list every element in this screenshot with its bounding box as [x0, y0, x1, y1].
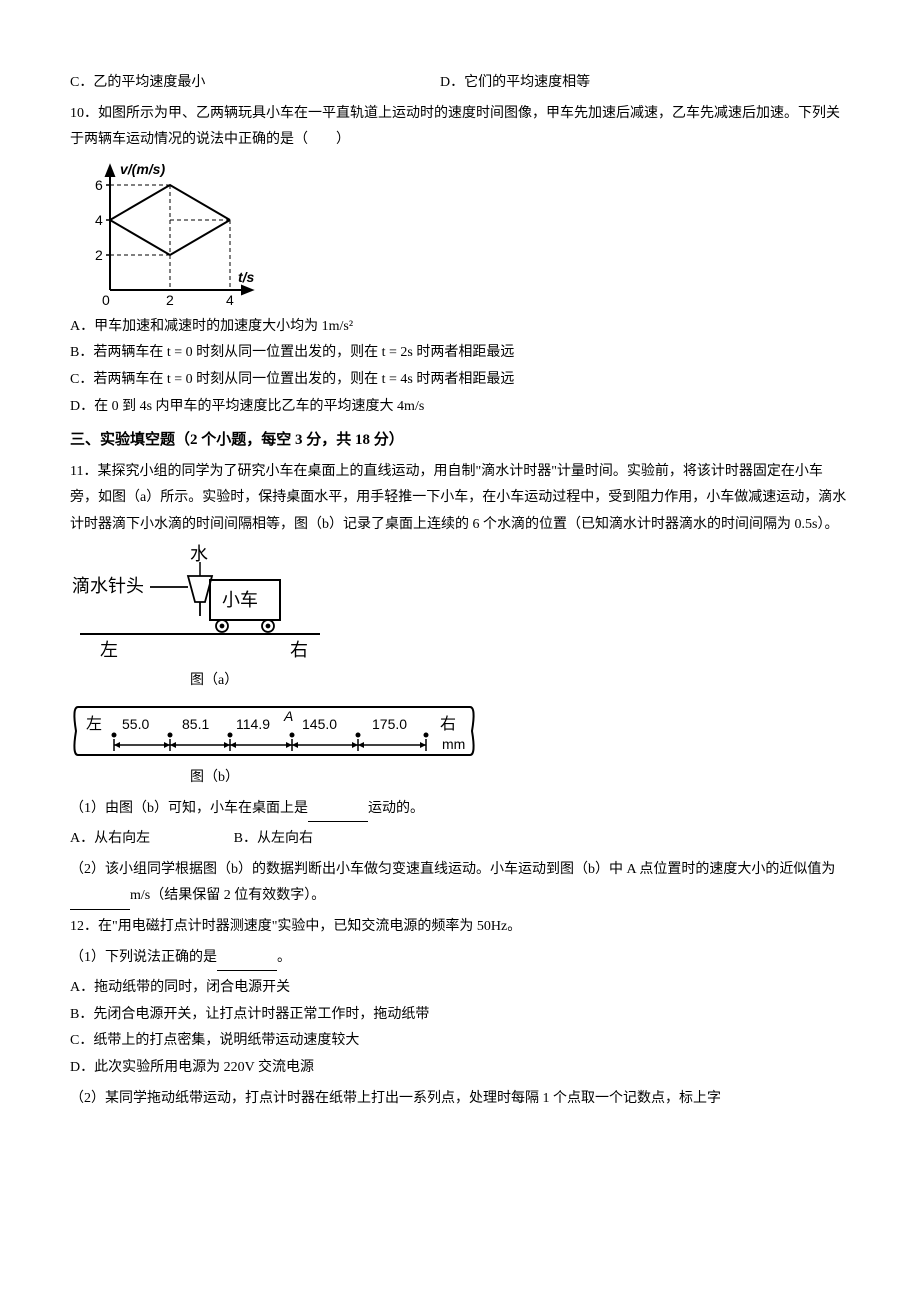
svg-text:左: 左: [86, 715, 102, 733]
q12-sub1-pre: （1）下列说法正确的是: [70, 950, 217, 965]
svg-text:A: A: [283, 708, 293, 724]
q12-sub1-options: A．拖动纸带的同时，闭合电源开关 B．先闭合电源开关，让打点计时器正常工作时，拖…: [70, 975, 850, 1081]
q10-option-b: B．若两辆车在 t = 0 时刻从同一位置出发的，则在 t = 2s 时两者相距…: [70, 340, 850, 367]
svg-text:滴水针头: 滴水针头: [72, 576, 144, 596]
q11-sub1-option-a: A．从右向左: [70, 826, 150, 853]
svg-text:55.0: 55.0: [122, 716, 149, 732]
q11-sub2: （2）该小组同学根据图（b）的数据判断出小车做匀变速直线运动。小车运动到图（b）…: [70, 857, 850, 910]
svg-text:左: 左: [100, 640, 118, 660]
q12-sub1-blank[interactable]: [217, 954, 277, 971]
q10-stem: 10．如图所示为甲、乙两辆玩具小车在一平直轨道上运动时的速度时间图像，甲车先加速…: [70, 101, 850, 154]
svg-text:85.1: 85.1: [182, 716, 209, 732]
svg-text:145.0: 145.0: [302, 716, 337, 732]
q12-sub1-post: 。: [277, 950, 291, 965]
svg-text:mm: mm: [442, 736, 465, 752]
q11-sub1-pre: （1）由图（b）可知，小车在桌面上是: [70, 801, 308, 816]
svg-text:114.9: 114.9: [236, 716, 270, 732]
svg-text:4: 4: [95, 212, 103, 228]
q11-sub1-post: 运动的。: [368, 801, 424, 816]
q11-sub1-options: A．从右向左 B．从左向右: [70, 826, 850, 853]
q11-sub1-option-b: B．从左向右: [234, 826, 313, 853]
svg-text:4: 4: [226, 292, 234, 308]
q11-figB-caption: 图（b）: [70, 765, 850, 792]
q9-option-c: C．乙的平均速度最小: [70, 70, 440, 97]
q12-option-a: A．拖动纸带的同时，闭合电源开关: [70, 975, 850, 1002]
q11-sub2-mid: m/s（结果保留 2 位有效数字）。: [130, 888, 325, 903]
q11-figure-b: 左 右 mm: [70, 701, 850, 792]
q10-option-a: A．甲车加速和减速时的加速度大小均为 1m/s²: [70, 314, 850, 341]
svg-text:2: 2: [95, 247, 103, 263]
q12-option-b: B．先闭合电源开关，让打点计时器正常工作时，拖动纸带: [70, 1002, 850, 1029]
q10-option-d: D．在 0 到 4s 内甲车的平均速度比乙车的平均速度大 4m/s: [70, 394, 850, 421]
svg-text:175.0: 175.0: [372, 716, 407, 732]
q11-sub1-blank[interactable]: [308, 805, 368, 822]
svg-text:v/(m/s): v/(m/s): [120, 161, 165, 177]
q10-option-c: C．若两辆车在 t = 0 时刻从同一位置出发的，则在 t = 4s 时两者相距…: [70, 367, 850, 394]
q12-sub1: （1）下列说法正确的是 。: [70, 945, 850, 972]
svg-text:右: 右: [290, 640, 308, 660]
svg-text:右: 右: [440, 715, 456, 733]
svg-text:6: 6: [95, 177, 103, 193]
q11-figure-a: 水 滴水针头 小车 左 右 图（a）: [70, 544, 850, 695]
svg-text:t/s: t/s: [238, 269, 255, 285]
q11-sub1: （1）由图（b）可知，小车在桌面上是 运动的。: [70, 796, 850, 823]
svg-text:2: 2: [166, 292, 174, 308]
q12-option-c: C．纸带上的打点密集，说明纸带运动速度较大: [70, 1028, 850, 1055]
svg-text:0: 0: [102, 292, 110, 308]
q11-stem: 11．某探究小组的同学为了研究小车在桌面上的直线运动，用自制"滴水计时器"计量时…: [70, 459, 850, 539]
q11-sub2-blank[interactable]: [70, 893, 130, 910]
q11-sub2-pre: （2）该小组同学根据图（b）的数据判断出小车做匀变速直线运动。小车运动到图（b）…: [70, 862, 835, 877]
q10-chart: v/(m/s) t/s 6 4 2 0 2 4: [70, 160, 850, 310]
q10-options: A．甲车加速和减速时的加速度大小均为 1m/s² B．若两辆车在 t = 0 时…: [70, 314, 850, 420]
q12-stem: 12．在"用电磁打点计时器测速度"实验中，已知交流电源的频率为 50Hz。: [70, 914, 850, 941]
svg-text:水: 水: [190, 544, 208, 564]
q11-figA-caption: 图（a）: [70, 668, 850, 695]
svg-text:小车: 小车: [222, 590, 258, 610]
q9-option-d: D．它们的平均速度相等: [440, 70, 590, 97]
section3-title: 三、实验填空题（2 个小题，每空 3 分，共 18 分）: [70, 426, 850, 455]
q12-sub2: （2）某同学拖动纸带运动，打点计时器在纸带上打出一系列点，处理时每隔 1 个点取…: [70, 1086, 850, 1113]
q9-options-row: C．乙的平均速度最小 D．它们的平均速度相等: [70, 70, 850, 97]
q12-option-d: D．此次实验所用电源为 220V 交流电源: [70, 1055, 850, 1082]
